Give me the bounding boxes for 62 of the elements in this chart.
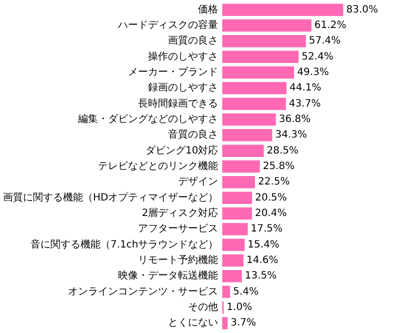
y-tick-label: その他 (188, 301, 218, 313)
data-label: 44.1% (290, 82, 322, 94)
bar (222, 160, 260, 173)
y-tick-label: 長時間録画できる (138, 97, 218, 110)
bar (222, 19, 312, 32)
bar (222, 270, 242, 282)
bar (222, 113, 276, 126)
y-tick-label: 操作のしやすさ (148, 50, 218, 62)
bar (222, 176, 256, 188)
y-tick-label: 画質に関する機能（HDオプティマイザーなど） (2, 191, 218, 204)
bar (222, 317, 228, 330)
y-tick-label: 音質の良さ (168, 128, 218, 141)
y-tick-label: デザイン (178, 176, 218, 188)
data-label: 17.5% (250, 224, 283, 235)
bar (222, 144, 264, 157)
data-label: 1.0% (226, 302, 252, 313)
bar (222, 254, 244, 267)
bar (222, 98, 286, 110)
data-label: 15.4% (248, 239, 280, 250)
data-label: 13.5% (244, 270, 277, 282)
y-tick-label: テレビなどとのリンク機能 (98, 160, 218, 172)
y-tick-label: とくにない (168, 318, 218, 329)
y-tick-label: アフターサービス (138, 224, 218, 235)
y-tick-label: リモート予約機能 (138, 254, 218, 266)
y-tick-label: 音に関する機能（7.1chサラウンドなど） (30, 238, 218, 250)
y-tick-label: ハードディスクの容量 (117, 19, 218, 31)
bar (222, 238, 245, 251)
y-tick-label: 映像・データ転送機能 (118, 270, 218, 282)
y-tick-label: オンラインコンテンツ・サービス (68, 286, 218, 298)
data-label: 22.5% (258, 176, 290, 188)
data-label: 25.8% (262, 161, 295, 172)
y-tick-label: 編集・ダビングなどのしやすさ (77, 113, 218, 125)
data-label: 34.3% (275, 130, 308, 141)
data-label: 14.6% (246, 255, 278, 266)
data-label: 49.3% (297, 67, 329, 78)
data-label: 52.4% (302, 51, 334, 62)
data-label: 36.8% (278, 114, 311, 125)
y-tick-label: 価格 (198, 3, 218, 16)
bar (222, 207, 252, 220)
bar (222, 35, 306, 48)
bar (222, 192, 252, 204)
bar (222, 66, 294, 79)
y-tick-label: 2層ディスク対応 (142, 207, 218, 219)
y-tick-label: ダビング10対応 (145, 144, 218, 156)
bar (222, 82, 287, 94)
data-label: 43.7% (288, 98, 321, 110)
bar (222, 286, 230, 298)
data-label: 28.5% (266, 145, 299, 156)
data-label: 83.0% (346, 4, 378, 16)
bar (222, 129, 272, 142)
y-tick-label: 画質の良さ (168, 34, 218, 47)
data-label: 20.4% (254, 208, 287, 219)
bar (222, 223, 248, 236)
data-label: 3.7% (230, 318, 256, 329)
data-label: 57.4% (308, 36, 341, 47)
bar (222, 4, 344, 16)
data-label: 20.5% (255, 192, 287, 204)
data-label: 5.4% (233, 286, 258, 298)
y-tick-label: メーカー・ブランド (128, 66, 218, 78)
y-tick-label: 録画のしやすさ (148, 82, 218, 94)
bar (222, 50, 299, 63)
data-label: 61.2% (314, 20, 346, 31)
